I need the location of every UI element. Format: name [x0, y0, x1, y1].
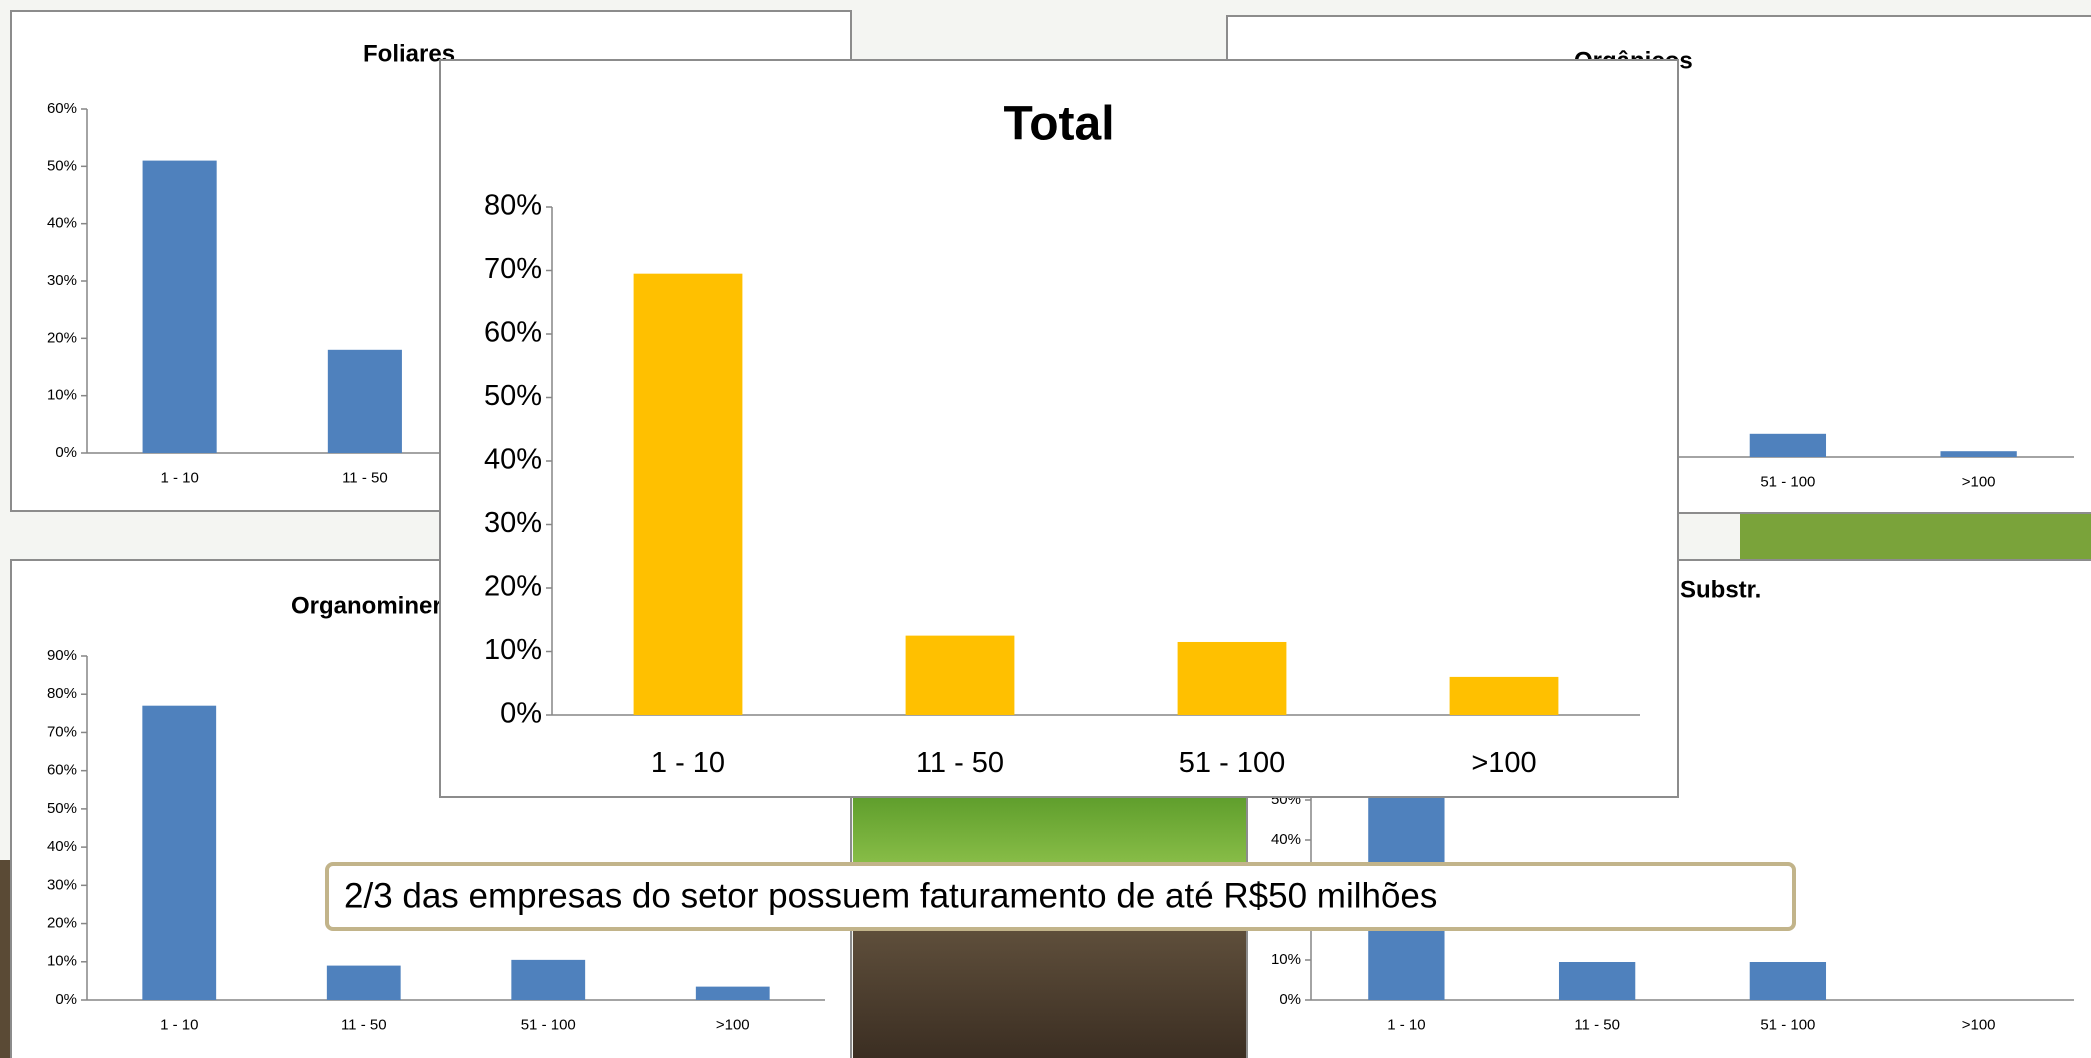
bar [1558, 962, 1636, 1000]
x-tick-label: 51 - 100 [1760, 1016, 1815, 1033]
x-tick-label: 11 - 50 [341, 1016, 387, 1033]
y-tick-label: 0% [500, 698, 542, 730]
x-tick-label: 1 - 10 [160, 1016, 198, 1033]
y-tick-label: 50% [47, 157, 77, 174]
chart-title: Total [1003, 98, 1114, 151]
y-tick-label: 30% [47, 272, 77, 289]
y-tick-label: 40% [484, 444, 542, 476]
y-tick-label: 70% [484, 253, 542, 285]
y-tick-label: 40% [1271, 831, 1301, 848]
y-tick-label: 40% [47, 215, 77, 232]
chart-title: Substr. [1680, 576, 1761, 603]
y-tick-label: 0% [1279, 991, 1301, 1008]
bar [142, 705, 217, 1000]
x-tick-label: 11 - 50 [916, 747, 1004, 779]
y-tick-label: 30% [484, 507, 542, 539]
x-tick-label: 1 - 10 [651, 747, 725, 779]
y-tick-label: 70% [47, 723, 77, 740]
annotation-text: 2/3 das empresas do setor possuem fatura… [344, 876, 1437, 915]
bar [905, 635, 1015, 715]
y-tick-label: 50% [47, 800, 77, 817]
bar [1749, 962, 1827, 1000]
bar [695, 986, 770, 1000]
bar [1177, 641, 1287, 715]
bar [327, 349, 402, 453]
y-tick-label: 90% [47, 647, 77, 664]
background-image [1740, 513, 2091, 560]
x-tick-label: >100 [1962, 1016, 1996, 1033]
y-tick-label: 0% [55, 444, 77, 461]
bar [142, 160, 217, 453]
y-tick-label: 80% [484, 190, 542, 222]
y-tick-label: 10% [47, 953, 77, 970]
x-tick-label: 51 - 100 [1760, 473, 1815, 490]
y-tick-label: 80% [47, 685, 77, 702]
y-tick-label: 60% [484, 317, 542, 349]
annotation-box: 2/3 das empresas do setor possuem fatura… [325, 862, 1796, 931]
bar [326, 965, 401, 1000]
chart: Total 0% 10% 20% 30% 40% 50% 60% 70% 80% 1 - 10 11 … [439, 59, 1679, 798]
y-tick-label: 20% [47, 329, 77, 346]
bar [633, 273, 743, 715]
annotation-frame [325, 862, 1796, 931]
y-tick-label: 50% [484, 380, 542, 412]
y-tick-label: 10% [47, 387, 77, 404]
x-tick-label: 51 - 100 [521, 1016, 576, 1033]
x-tick-label: 1 - 10 [160, 469, 198, 486]
y-tick-label: 0% [55, 991, 77, 1008]
x-tick-label: 1 - 10 [1387, 1016, 1425, 1033]
y-tick-label: 60% [47, 762, 77, 779]
bar [511, 959, 586, 1000]
x-tick-label: 11 - 50 [1574, 1016, 1620, 1033]
x-tick-label: 11 - 50 [342, 469, 388, 486]
y-tick-label: 10% [484, 634, 542, 666]
x-tick-label: >100 [1962, 473, 1996, 490]
y-tick-label: 60% [47, 100, 77, 117]
y-tick-label: 40% [47, 838, 77, 855]
x-tick-label: >100 [1471, 747, 1536, 779]
bar [1749, 433, 1827, 457]
x-tick-label: >100 [716, 1016, 750, 1033]
bar [1940, 451, 2017, 457]
y-tick-label: 20% [484, 571, 542, 603]
y-tick-label: 30% [47, 876, 77, 893]
y-tick-label: 10% [1271, 951, 1301, 968]
y-tick-label: 20% [47, 915, 77, 932]
x-tick-label: 51 - 100 [1179, 747, 1285, 779]
bar [1449, 676, 1559, 715]
